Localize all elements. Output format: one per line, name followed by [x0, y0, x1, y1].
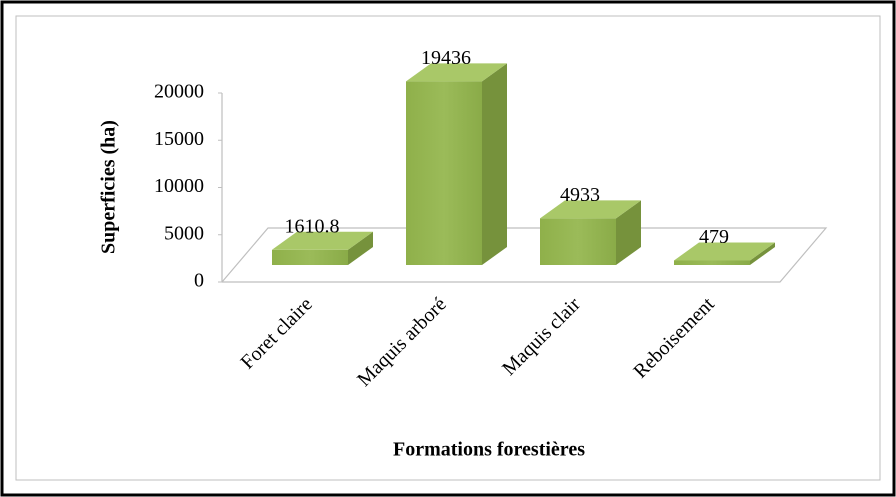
y-tick-label: 15000 [154, 128, 204, 150]
bar-front [406, 81, 482, 265]
floor-outline [221, 227, 828, 283]
bar-top [674, 242, 775, 261]
bar-side [750, 242, 775, 265]
data-label: 1610.8 [285, 215, 340, 237]
bar [406, 63, 507, 265]
bar-front [540, 218, 616, 265]
chart-frame [15, 15, 881, 481]
bar-top [540, 200, 641, 219]
bar-top [272, 231, 373, 250]
y-tick-label: 20000 [154, 81, 204, 103]
bar-side [348, 231, 373, 265]
bar [272, 231, 373, 265]
bar-top [406, 63, 507, 82]
bar [540, 200, 641, 265]
x-axis-title: Formations forestières [393, 439, 585, 461]
bar [674, 242, 775, 265]
data-label: 479 [699, 226, 729, 248]
bar-front [674, 260, 750, 265]
y-tick-label: 10000 [154, 175, 204, 197]
y-tick-label: 0 [194, 270, 204, 292]
bar-front [272, 249, 348, 265]
bar-side [616, 200, 641, 265]
data-label: 19436 [421, 47, 471, 69]
y-tick-label: 5000 [164, 222, 204, 244]
data-label: 4933 [560, 184, 600, 206]
y-axis-title: Superficies (ha) [98, 120, 120, 254]
bar-side [482, 63, 507, 265]
